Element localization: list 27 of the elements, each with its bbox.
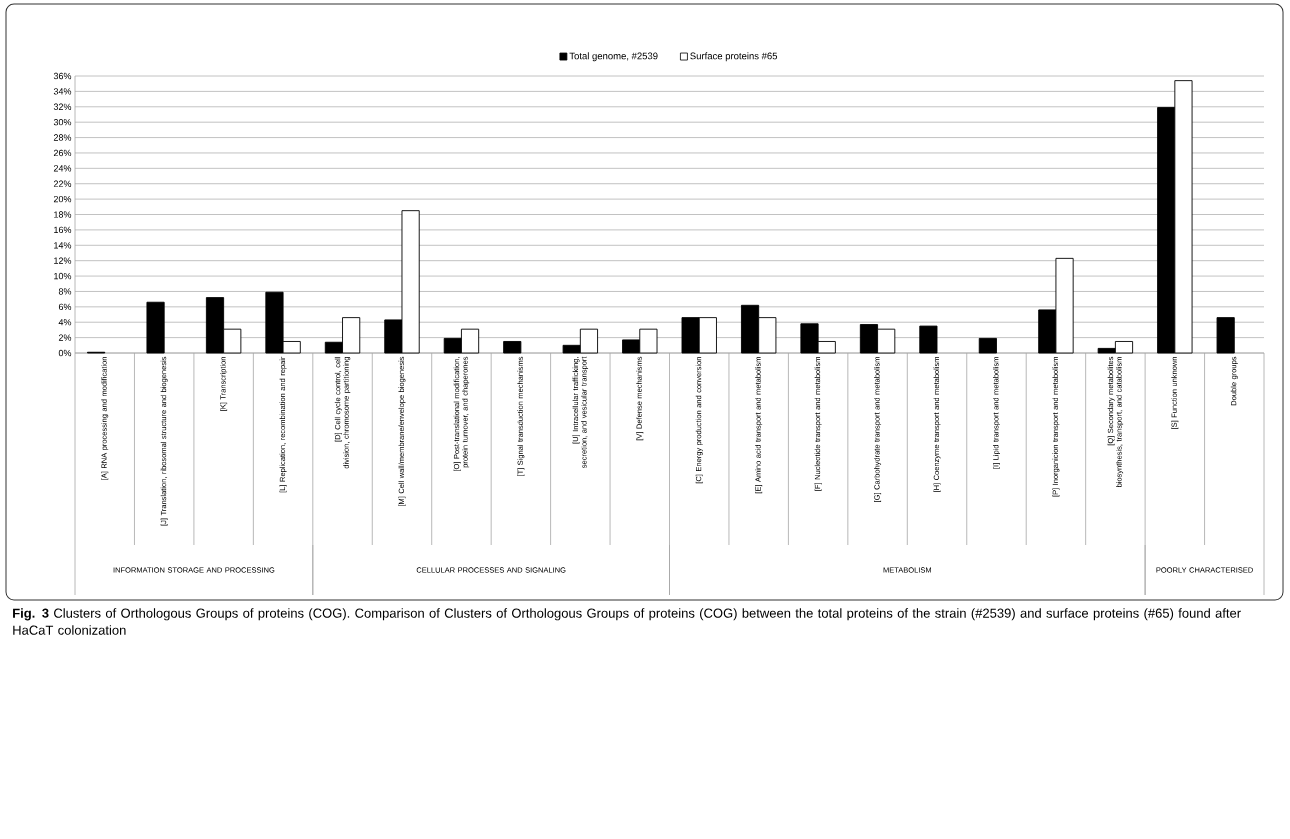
y-tick-label: 10% — [54, 272, 72, 280]
legend-label: Surface proteins #65 — [690, 52, 778, 62]
y-tick-label: 12% — [54, 257, 72, 264]
legend-label: Total genome, #2539 — [569, 52, 658, 62]
y-tick-label: 20% — [53, 195, 72, 203]
y-tick-label: 36% — [53, 72, 72, 80]
y-tick-label: 32% — [53, 103, 72, 110]
y-tick-label: 6% — [58, 303, 72, 311]
y-tick-label: 4% — [58, 319, 72, 326]
y-tick-label: 28% — [53, 134, 72, 141]
bar — [978, 337, 997, 354]
y-tick-label: 22% — [53, 180, 72, 187]
y-tick-label: 24% — [53, 165, 72, 172]
y-tick-label: 0% — [58, 349, 72, 357]
bar — [919, 325, 938, 354]
y-tick-label: 18% — [54, 211, 72, 218]
bar — [1216, 317, 1235, 354]
bar — [503, 341, 522, 354]
bar — [146, 301, 165, 354]
y-tick-label: 34% — [53, 88, 72, 95]
y-tick-label: 14% — [54, 242, 72, 249]
y-tick-label: 16% — [54, 226, 72, 234]
text: Fig. 3 Clusters of Orthologous Groups of proteins (COG). Comparison of Clusters of Orthologous Groups of proteins (COG) between the total proteins of the strain (#2539) and surface proteins (#65) found after HaCaT colonization — [13, 608, 1241, 635]
y-tick-label: 30% — [53, 118, 72, 126]
y-tick-label: 8% — [58, 288, 72, 295]
y-tick-label: 2% — [58, 334, 72, 341]
y-tick-label: 26% — [53, 149, 72, 157]
